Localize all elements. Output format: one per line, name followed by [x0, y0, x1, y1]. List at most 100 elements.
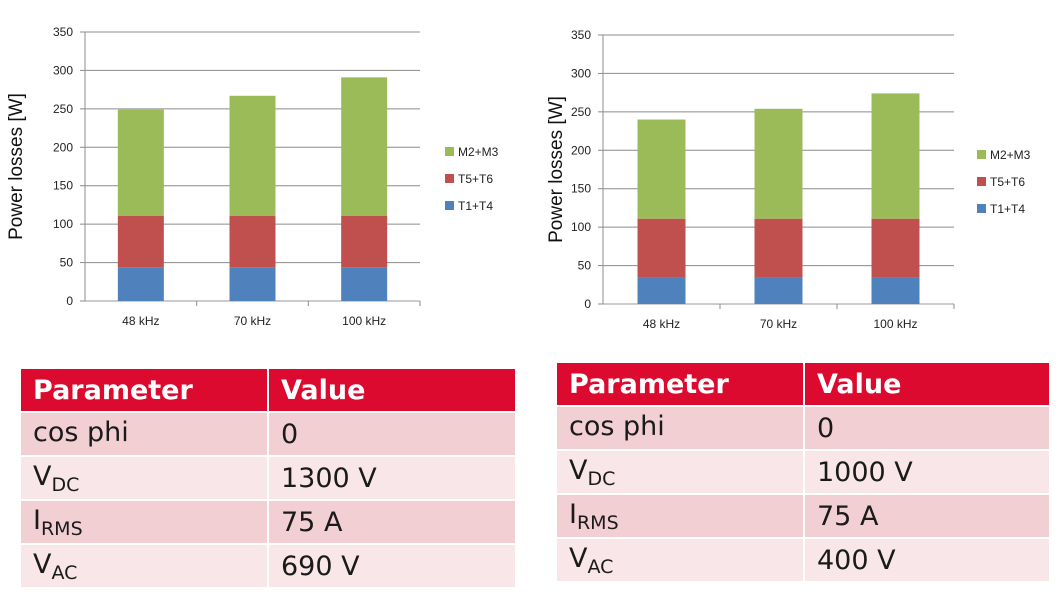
y-tick-label: 150 — [53, 179, 73, 193]
param-subscript: DC — [587, 467, 616, 490]
param-subscript: RMS — [576, 511, 619, 534]
value-cell: 1000 V — [805, 449, 1049, 493]
bar-segment — [637, 277, 686, 304]
legend-label: M2+M3 — [458, 145, 499, 159]
bar-segment — [754, 277, 803, 304]
y-tick-label: 50 — [578, 259, 592, 273]
bar-segment — [341, 215, 388, 268]
bar-segment — [117, 109, 164, 216]
x-tick-label: 70 kHz — [234, 314, 271, 328]
table-header-row: Parameter Value — [557, 363, 1049, 405]
legend-swatch — [445, 201, 454, 210]
legend-swatch — [977, 150, 986, 159]
table-row: VDC 1300 V — [21, 455, 515, 499]
bar-segment — [229, 215, 276, 268]
value-cell: 0 — [269, 411, 515, 455]
value-cell: 75 A — [805, 493, 1049, 537]
header-value: Value — [269, 369, 515, 411]
header-parameter: Parameter — [557, 363, 805, 405]
chart-svg: 0 50 100 150 200 250 300 350 48 kHz 70 kHz 100 kHz… — [546, 28, 1031, 331]
bar-segment — [117, 215, 164, 268]
table-row: cos phi 0 — [557, 405, 1049, 449]
bar-segment — [871, 277, 920, 304]
x-tick-label: 100 kHz — [873, 317, 917, 331]
bar-segment — [117, 267, 164, 301]
value-cell: 400 V — [805, 537, 1049, 581]
bar-segment — [341, 77, 388, 216]
table-row: VAC 690 V — [21, 543, 515, 587]
table-row: IRMS 75 A — [557, 493, 1049, 537]
y-tick-label: 100 — [53, 217, 73, 231]
param-symbol: I — [569, 498, 577, 530]
param-cell: VDC — [557, 449, 805, 493]
table-row: cos phi 0 — [21, 411, 515, 455]
param-subscript: RMS — [40, 517, 83, 540]
x-tick-label: 70 kHz — [760, 317, 797, 331]
legend-label: M2+M3 — [990, 148, 1031, 162]
param-cell: VAC — [557, 537, 805, 581]
table-row: VAC 400 V — [557, 537, 1049, 581]
bar-segment — [871, 218, 920, 278]
table-header-row: Parameter Value — [21, 369, 515, 411]
param-subscript: AC — [587, 555, 614, 578]
y-tick-label: 250 — [53, 102, 73, 116]
value-cell: 690 V — [269, 543, 515, 587]
legend-label: T5+T6 — [458, 172, 493, 186]
x-tick-label: 48 kHz — [122, 314, 159, 328]
table-row: VDC 1000 V — [557, 449, 1049, 493]
header-parameter: Parameter — [21, 369, 269, 411]
x-tick-label: 100 kHz — [342, 314, 386, 328]
y-tick-label: 300 — [53, 63, 73, 77]
value-cell: 75 A — [269, 499, 515, 543]
bar-segment — [229, 267, 276, 301]
legend-swatch — [445, 174, 454, 183]
y-tick-label: 200 — [571, 143, 591, 157]
y-tick-label: 200 — [53, 140, 73, 154]
param-symbol: V — [33, 548, 52, 580]
param-cell: VAC — [21, 543, 269, 587]
param-cell: IRMS — [557, 493, 805, 537]
parameter-table-right: Parameter Value cos phi 0 VDC 1000 V IRM… — [557, 363, 1049, 581]
legend-label: T1+T4 — [990, 202, 1025, 216]
param-symbol: V — [33, 460, 52, 492]
y-axis-title: Power losses [W] — [6, 93, 27, 240]
param-subscript: DC — [51, 473, 80, 496]
y-tick-label: 0 — [66, 294, 73, 308]
legend-swatch — [977, 204, 986, 213]
y-tick-label: 350 — [571, 28, 591, 42]
param-cell: cos phi — [557, 405, 805, 449]
y-tick-label: 250 — [571, 105, 591, 119]
bar-segment — [754, 218, 803, 278]
param-cell: VDC — [21, 455, 269, 499]
param-subscript: AC — [51, 561, 78, 584]
param-symbol: cos phi — [33, 416, 129, 448]
y-tick-label: 50 — [60, 256, 74, 270]
y-tick-label: 0 — [584, 297, 591, 311]
bar-segment — [341, 267, 388, 301]
bar-segment — [637, 119, 686, 219]
y-tick-label: 150 — [571, 182, 591, 196]
y-tick-label: 100 — [571, 220, 591, 234]
legend-label: T5+T6 — [990, 175, 1025, 189]
x-tick-label: 48 kHz — [643, 317, 680, 331]
value-cell: 1300 V — [269, 455, 515, 499]
param-symbol: V — [569, 454, 588, 486]
legend-label: T1+T4 — [458, 199, 493, 213]
bar-segment — [229, 95, 276, 216]
chart-right: 0 50 100 150 200 250 300 350 48 kHz 70 kHz 100 kHz… — [540, 18, 1055, 338]
bar-segment — [637, 218, 686, 278]
y-tick-label: 350 — [53, 25, 73, 39]
y-axis-title: Power losses [W] — [546, 96, 567, 243]
param-symbol: I — [33, 504, 41, 536]
value-cell: 0 — [805, 405, 1049, 449]
param-cell: IRMS — [21, 499, 269, 543]
bar-segment — [754, 108, 803, 219]
y-tick-label: 300 — [571, 66, 591, 80]
chart-svg: 0 50 100 150 200 250 300 350 48 kHz 70 kHz 100 kHz… — [6, 25, 499, 328]
table-row: IRMS 75 A — [21, 499, 515, 543]
param-symbol: cos phi — [569, 410, 665, 442]
bar-segment — [871, 93, 920, 219]
legend-swatch — [977, 177, 986, 186]
header-value: Value — [805, 363, 1049, 405]
param-symbol: V — [569, 542, 588, 574]
